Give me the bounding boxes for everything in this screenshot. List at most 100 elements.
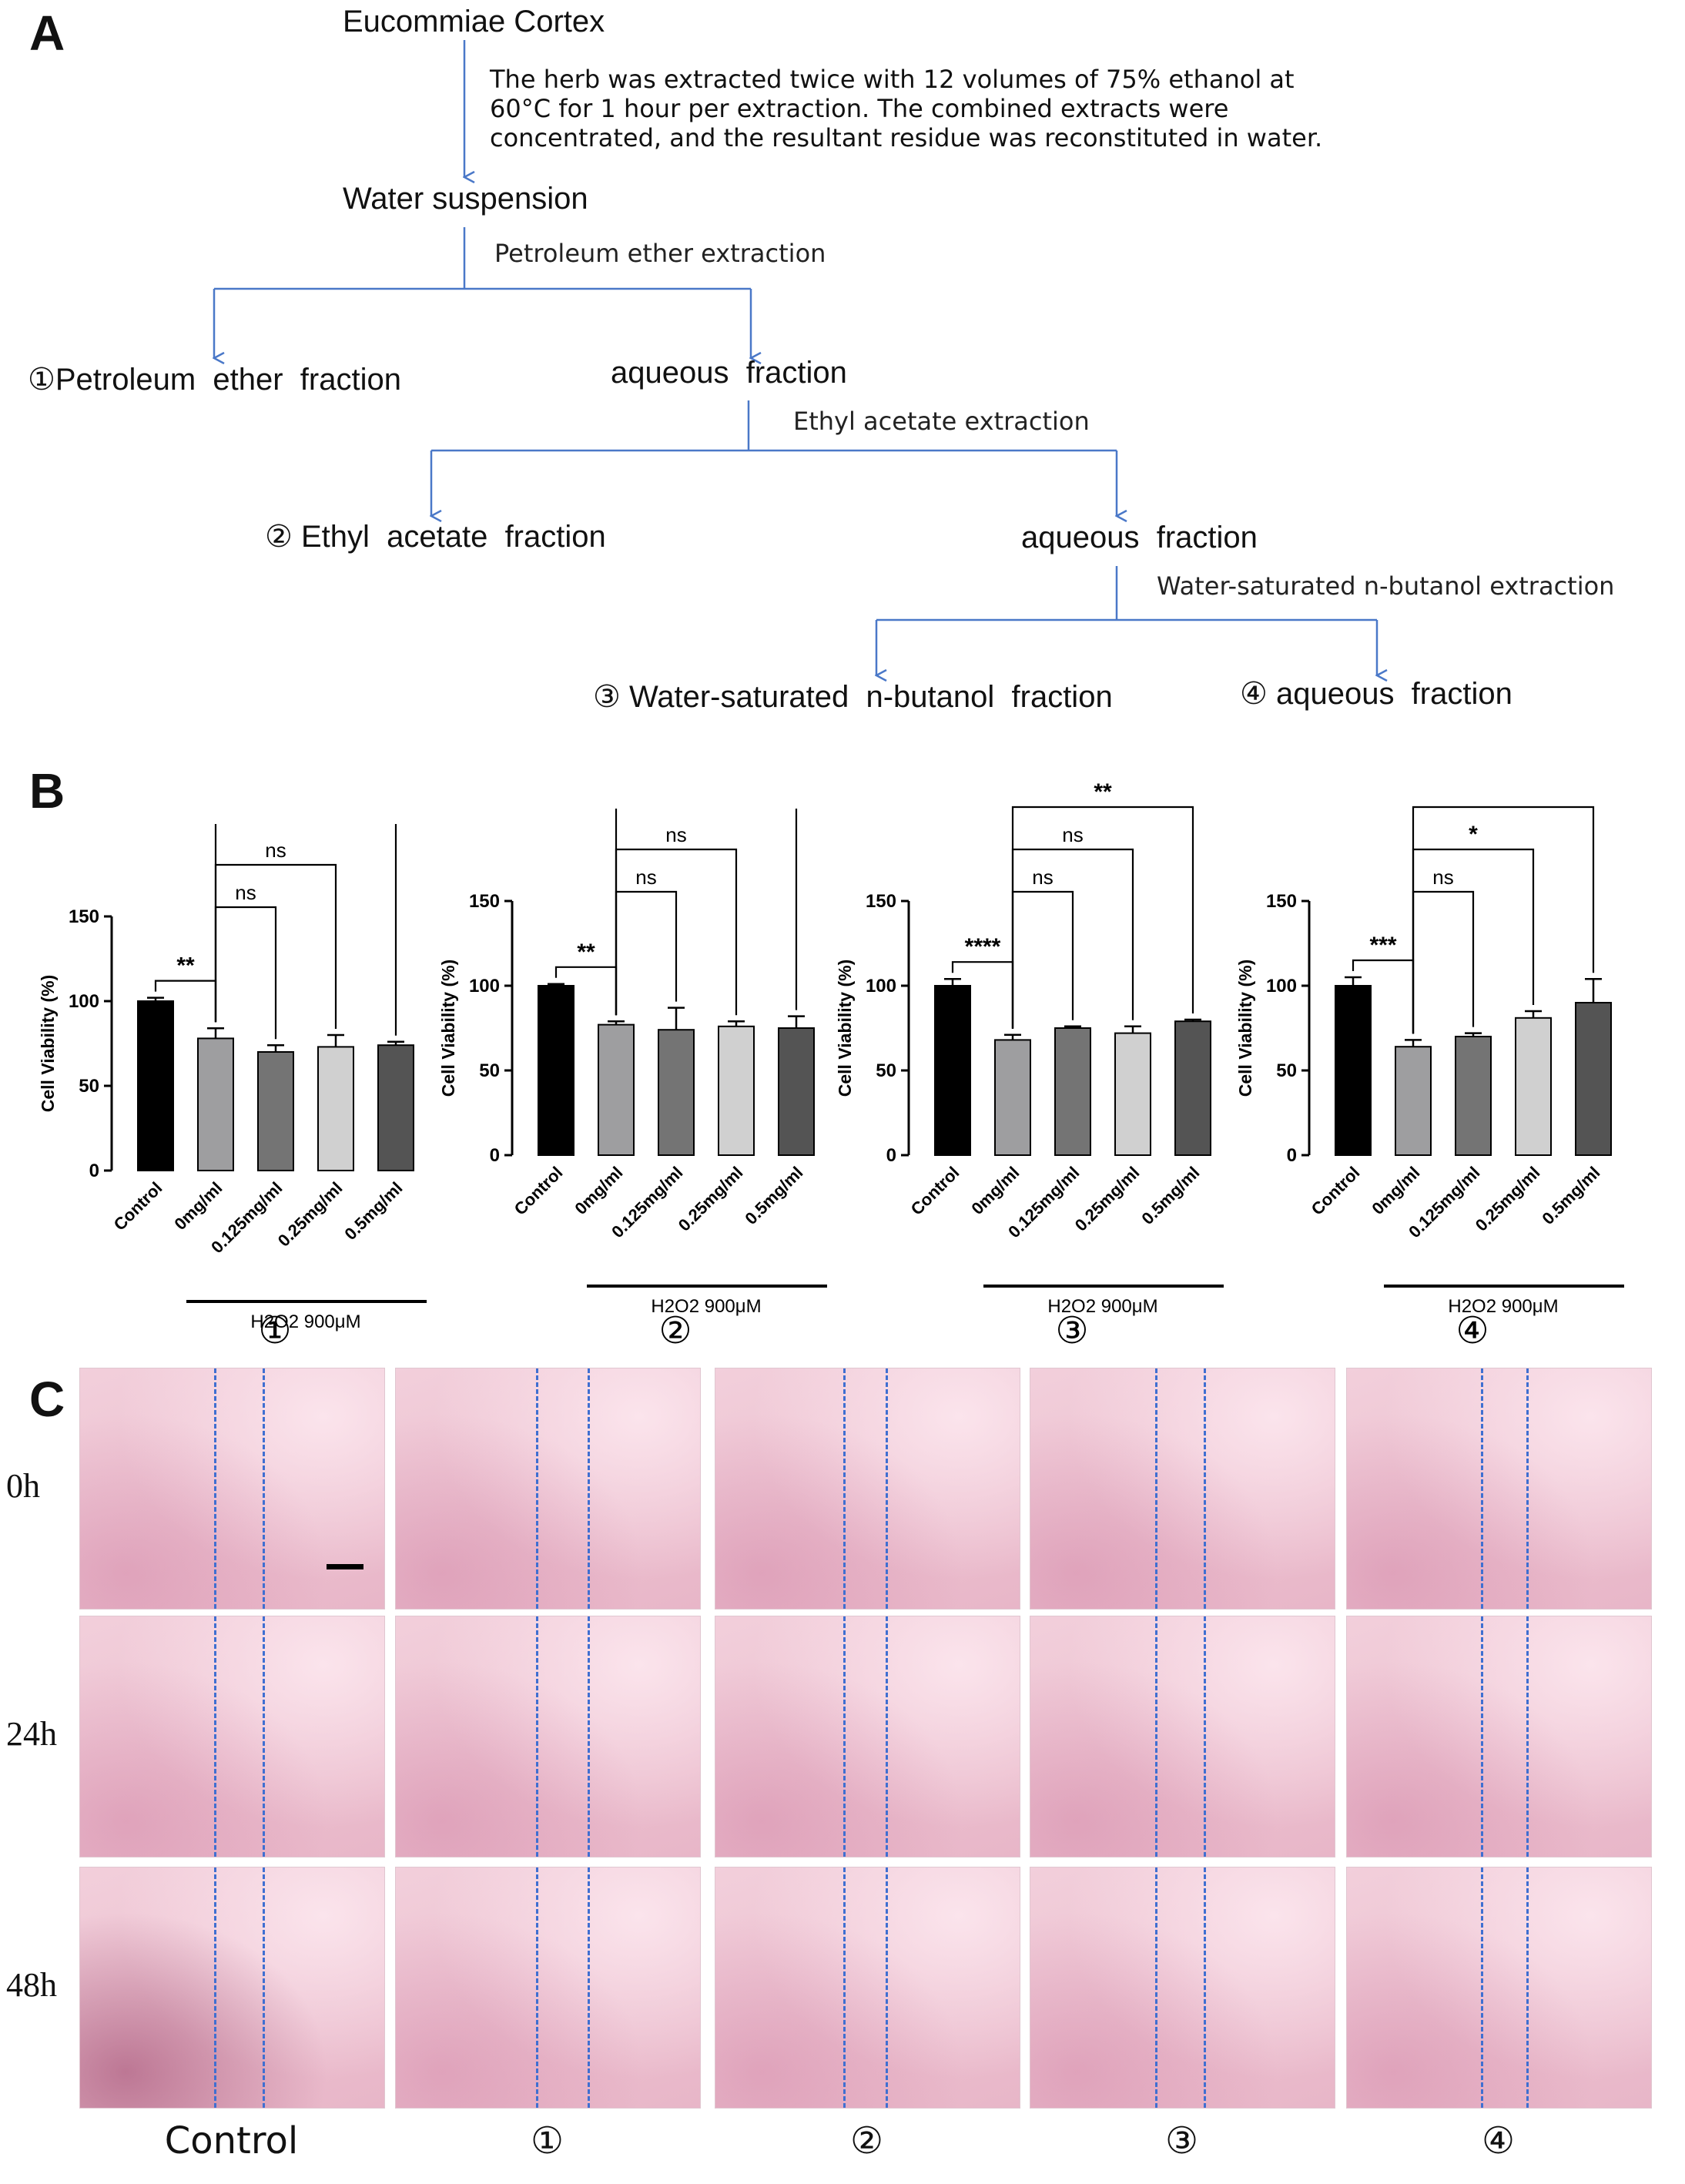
h2o2-group-label: H2O2 900μM — [1448, 1296, 1558, 1317]
significance-label: ** — [1494, 801, 1512, 805]
bar — [778, 1027, 815, 1156]
scratch-edge-line — [536, 1368, 538, 1609]
y-tick-label: 0 — [89, 1161, 99, 1181]
scratch-edge-line — [588, 1616, 590, 1857]
h2o2-group-label: H2O2 900μM — [250, 1311, 360, 1332]
significance-label: *** — [1369, 933, 1396, 958]
scratch-edge-line — [886, 1616, 888, 1857]
scratch-image — [1346, 1616, 1652, 1857]
scratch-image — [395, 1616, 701, 1857]
y-tick-label: 150 — [69, 906, 99, 927]
bar — [1395, 1046, 1432, 1157]
bar-chart-fraction-3: 0 50 100 150 Cell Viability (%) Control 0mg/ml… — [835, 779, 1224, 1348]
significance-bracket — [1011, 890, 1074, 1029]
bar — [658, 1029, 695, 1157]
scratch-edge-line — [1526, 1616, 1529, 1857]
x-tick-label: Control — [1308, 1163, 1364, 1219]
bar — [718, 1025, 755, 1156]
significance-label: ** — [577, 940, 595, 965]
significance-label: ns — [1062, 823, 1083, 846]
node-fraction-3: ③ Water-saturated n-butanol fraction — [593, 680, 1113, 714]
bar — [598, 1023, 635, 1156]
scratch-edge-line — [1526, 1368, 1529, 1609]
node-root: Eucommiae Cortex — [343, 5, 605, 39]
significance-label: ns — [1432, 866, 1453, 889]
group-column-label: Control — [164, 2119, 299, 2162]
bar — [1054, 1027, 1091, 1156]
group-column-label: ③ — [1164, 2119, 1199, 2162]
scratch-edge-line — [214, 1867, 216, 2108]
x-tick-label: Control — [110, 1178, 166, 1234]
scale-bar — [327, 1564, 363, 1569]
bar — [377, 1044, 414, 1172]
h2o2-group-label: H2O2 900μM — [1047, 1296, 1157, 1317]
bar — [1515, 1017, 1552, 1156]
flowchart-arrows — [0, 40, 1685, 724]
x-tick-label: 0.5mg/ml — [1538, 1163, 1603, 1228]
timepoint-label: 0h — [6, 1467, 40, 1505]
scratch-edge-line — [843, 1616, 846, 1857]
scratch-edge-line — [1155, 1368, 1157, 1609]
scratch-edge-line — [214, 1616, 216, 1857]
scratch-edge-line — [588, 1867, 590, 2108]
y-tick-label: 150 — [866, 891, 896, 912]
scratch-edge-line — [1204, 1867, 1206, 2108]
y-tick-label: 50 — [79, 1076, 99, 1097]
panel-label-b: B — [29, 763, 65, 819]
y-tick-label: 50 — [479, 1060, 500, 1081]
bar — [137, 1000, 174, 1171]
timepoint-label: 48h — [6, 1966, 57, 2004]
significance-bracket — [1412, 890, 1475, 1034]
significance-label: ns — [635, 866, 656, 889]
node-aqueous-1: aqueous fraction — [611, 356, 847, 390]
group-column-label: ④ — [1481, 2119, 1516, 2162]
node-water-suspension: Water suspension — [343, 182, 588, 216]
bar — [1575, 1002, 1612, 1156]
bar — [1114, 1032, 1151, 1156]
scratch-edge-line — [263, 1867, 265, 2108]
extraction-note: The herb was extracted twice with 12 vol… — [490, 65, 1322, 152]
node-fraction-2: ② Ethyl acetate fraction — [265, 520, 606, 554]
panel-label-a: A — [29, 5, 65, 61]
significance-label: ** — [176, 953, 195, 979]
significance-bracket — [615, 890, 678, 1016]
node-fraction-4: ④ aqueous fraction — [1240, 677, 1512, 711]
step-label-2: Ethyl acetate extraction — [793, 407, 1090, 436]
x-tick-label: 0.5mg/ml — [1137, 1163, 1203, 1228]
y-tick-label: 100 — [1266, 976, 1297, 997]
x-tick-label: 0.5mg/ml — [741, 1163, 806, 1228]
x-tick-label: 0.25mg/ml — [1071, 1163, 1144, 1235]
bar — [538, 985, 575, 1156]
scratch-edge-line — [1481, 1867, 1483, 2108]
bar-chart-fraction-4: 0 50 100 150 Cell Viability (%) Control 0mg/ml… — [1235, 801, 1624, 1348]
scratch-edge-line — [263, 1616, 265, 1857]
fraction-label: ④ — [1456, 1311, 1489, 1348]
scratch-edge-line — [263, 1368, 265, 1609]
y-tick-label: 100 — [469, 976, 500, 997]
scratch-edge-line — [1155, 1867, 1157, 2108]
significance-label: * — [1469, 822, 1478, 847]
scratch-image — [715, 1368, 1020, 1610]
scratch-edge-line — [1204, 1368, 1206, 1609]
scratch-edge-line — [214, 1368, 216, 1609]
scratch-edge-line — [1481, 1616, 1483, 1857]
node-aqueous-2: aqueous fraction — [1021, 521, 1258, 554]
x-tick-label: Control — [907, 1163, 963, 1219]
y-tick-label: 100 — [866, 976, 896, 997]
significance-label: ** — [1094, 779, 1112, 805]
scratch-edge-line — [588, 1368, 590, 1609]
scratch-edge-line — [536, 1616, 538, 1857]
bar — [197, 1037, 234, 1171]
significance-label: **** — [965, 934, 1001, 960]
fraction-label: ① — [258, 1311, 291, 1348]
bar — [1335, 985, 1372, 1156]
x-tick-label: 0mg/ml — [170, 1178, 226, 1234]
bar — [317, 1046, 354, 1171]
step-label-3: Water-saturated n-butanol extraction — [1157, 571, 1615, 601]
scratch-edge-line — [1481, 1368, 1483, 1609]
group-column-label: ① — [530, 2119, 564, 2162]
scratch-edge-line — [1155, 1616, 1157, 1857]
significance-label: ns — [265, 839, 286, 862]
h2o2-group-label: H2O2 900μM — [651, 1296, 761, 1317]
bar — [257, 1051, 294, 1171]
